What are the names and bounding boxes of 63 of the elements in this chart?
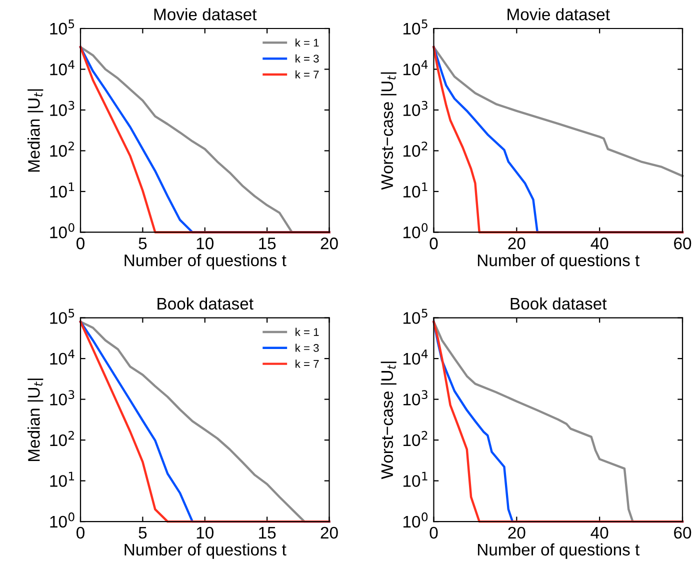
x-tick-label: 10 xyxy=(196,526,214,539)
y-axis-title: Worst−case |U$_{t}$| xyxy=(380,72,396,190)
legend-label: k = 3 xyxy=(296,344,319,352)
x-tick-label: 5 xyxy=(138,527,147,539)
legend-label: k = 7 xyxy=(296,70,319,78)
y-tick-label: 10$^{0}$ xyxy=(403,223,428,238)
x-tick-label: 60 xyxy=(674,526,692,539)
x-tick-label: 10 xyxy=(196,238,214,250)
line-series xyxy=(79,320,330,523)
x-axis-title: Number of questions t xyxy=(124,254,286,270)
x-tick-label: 20 xyxy=(508,238,526,250)
y-tick-label: 10$^{3}$ xyxy=(50,390,74,406)
y-tick-label: 10$^{0}$ xyxy=(403,512,428,528)
x-tick-label: 0 xyxy=(76,238,84,250)
chart-title: Movie dataset xyxy=(508,8,610,20)
y-axis-title: Median |U$_{t}$| xyxy=(28,89,44,172)
x-tick-label: 20 xyxy=(320,238,338,250)
y-tick-label: 10$^{5}$ xyxy=(50,20,74,35)
legend-label: k = 1 xyxy=(296,38,319,47)
x-tick-label: 15 xyxy=(259,527,276,539)
y-tick-label: 10$^{3}$ xyxy=(403,390,428,406)
y-tick-label: 10$^{2}$ xyxy=(403,142,428,157)
y-tick-label: 10$^{4}$ xyxy=(403,350,428,365)
x-tick-label: 0 xyxy=(430,526,438,539)
y-tick-label: 10$^{5}$ xyxy=(50,308,74,324)
y-tick-label: 10$^{2}$ xyxy=(403,430,428,446)
y-axis-title: Worst−case |U$_{t}$| xyxy=(380,362,396,480)
y-tick-label: 10$^{4}$ xyxy=(50,350,74,365)
y-tick-label: 10$^{3}$ xyxy=(50,100,74,116)
legend-label: k = 1 xyxy=(296,328,319,336)
y-tick-label: 10$^{0}$ xyxy=(50,223,74,238)
y-tick-label: 10$^{1}$ xyxy=(50,472,74,487)
legend-label: k = 7 xyxy=(296,360,319,368)
y-tick-label: 10$^{4}$ xyxy=(50,60,74,76)
y-tick-label: 10$^{0}$ xyxy=(50,512,74,528)
legend-label: k = 3 xyxy=(296,54,319,63)
chart-title: Book dataset xyxy=(510,297,607,310)
x-tick-label: 20 xyxy=(508,526,526,539)
x-tick-label: 15 xyxy=(259,238,276,250)
y-tick-label: 10$^{1}$ xyxy=(50,182,74,198)
y-tick-label: 10$^{2}$ xyxy=(50,142,74,157)
x-tick-label: 0 xyxy=(76,526,84,539)
y-tick-label: 10$^{2}$ xyxy=(50,430,74,446)
x-tick-label: 40 xyxy=(590,526,608,539)
x-axis-title: Number of questions t xyxy=(124,543,286,559)
y-tick-label: 10$^{1}$ xyxy=(403,182,428,198)
x-axis-title: Number of questions t xyxy=(478,254,640,270)
chart-title: Movie dataset xyxy=(154,8,257,20)
x-axis-title: Number of questions t xyxy=(478,543,640,559)
x-tick-label: 40 xyxy=(590,238,608,250)
x-tick-label: 0 xyxy=(430,238,438,250)
x-tick-label: 60 xyxy=(674,238,692,250)
line-series xyxy=(432,46,684,178)
chart-title: Book dataset xyxy=(158,297,254,310)
y-axis-title: Median |U$_{t}$| xyxy=(28,378,44,461)
line-series xyxy=(432,320,684,523)
y-tick-label: 10$^{3}$ xyxy=(403,100,428,116)
y-tick-label: 10$^{4}$ xyxy=(403,60,428,76)
x-tick-label: 20 xyxy=(320,526,338,539)
y-tick-label: 10$^{5}$ xyxy=(403,20,428,35)
y-tick-label: 10$^{5}$ xyxy=(403,308,428,324)
x-tick-label: 5 xyxy=(138,238,147,250)
y-tick-label: 10$^{1}$ xyxy=(403,472,428,487)
